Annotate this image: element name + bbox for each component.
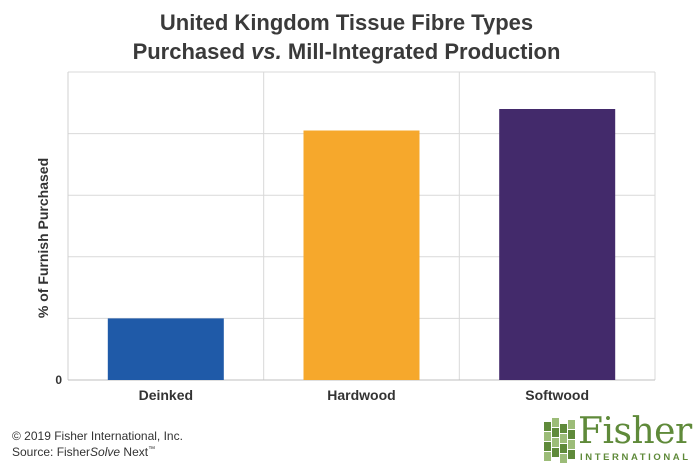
logo-block-14 [560, 454, 567, 463]
bar-softwood [499, 109, 616, 380]
logo-wordmark: Fisher [578, 411, 692, 452]
logo-block-3 [568, 420, 575, 429]
source-suffix: Next [120, 445, 149, 459]
logo-block-13 [552, 448, 559, 457]
trademark-symbol: ™ [148, 446, 156, 453]
logo-block-6 [560, 434, 567, 443]
chart-title: United Kingdom Tissue Fibre Types Purcha… [0, 8, 693, 66]
logo-block-9 [552, 438, 559, 447]
copyright-text: © 2019 Fisher International, Inc. [12, 429, 183, 443]
logo-block-4 [544, 432, 551, 441]
title-line-1: United Kingdom Tissue Fibre Types [159, 10, 534, 35]
title-line-2: Purchased vs. Mill-Integrated Production [0, 37, 693, 66]
logo-subword: INTERNATIONAL [580, 452, 691, 463]
logo-block-8 [544, 442, 551, 451]
logo-block-15 [568, 450, 575, 459]
source-prefix: Source: Fisher [12, 445, 91, 459]
logo-block-1 [552, 418, 559, 427]
logo-block-11 [568, 440, 575, 449]
y-axis-label: % of Furnish Purchased [35, 158, 51, 318]
title-purchased: Purchased [132, 39, 252, 64]
logo-block-2 [560, 424, 567, 433]
title-vs: vs. [251, 39, 282, 64]
logo-block-7 [568, 430, 575, 439]
logo-block-5 [552, 428, 559, 437]
bar-hardwood [303, 130, 420, 380]
bar-deinked [107, 318, 224, 380]
logo-block-10 [560, 444, 567, 453]
y-tick-label-0: 0 [55, 373, 62, 387]
logo-block-0 [544, 422, 551, 431]
fisher-logo: Fisher INTERNATIONAL [540, 411, 692, 468]
x-tick-label-softwood: Softwood [525, 387, 589, 403]
x-tick-label-deinked: Deinked [139, 387, 193, 403]
source-italic: Solve [90, 445, 121, 459]
x-tick-label-hardwood: Hardwood [327, 387, 395, 403]
title-mill-integrated: Mill-Integrated Production [281, 39, 561, 64]
footer: © 2019 Fisher International, Inc. Source… [12, 428, 183, 460]
bar-chart: Deinked Hardwood Softwood 0 % of Furnish Pur… [35, 71, 656, 403]
logo-block-12 [544, 452, 551, 461]
stacked-blocks-icon [544, 418, 575, 463]
source-text: Source: FisherSolve Next™ [12, 444, 183, 460]
